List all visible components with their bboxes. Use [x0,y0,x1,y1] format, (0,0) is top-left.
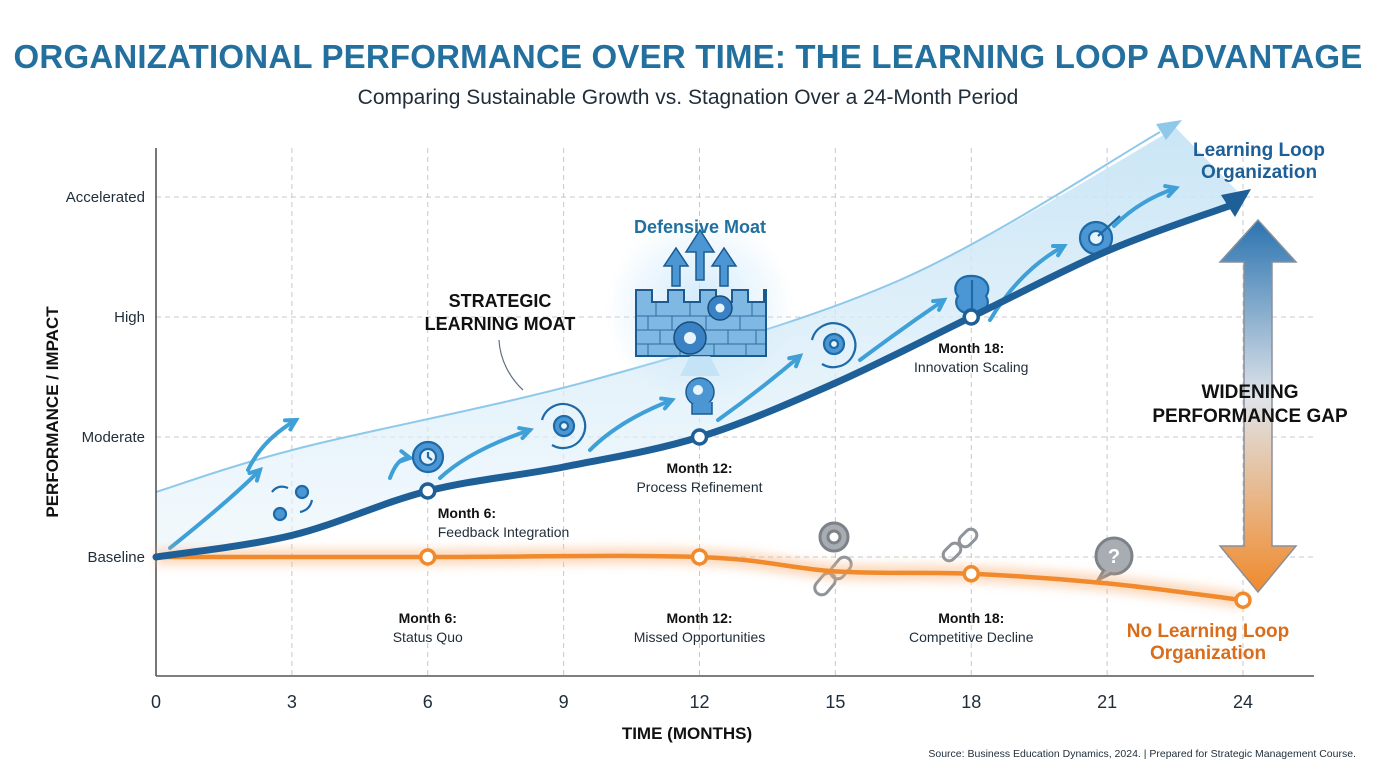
process-icons [271,215,1121,522]
data-point-marker [419,548,437,566]
step-arrow [1112,186,1178,228]
data-point-marker [962,565,980,583]
marker-label: Month 12: [666,610,732,626]
moat-label-line-1: STRATEGIC [449,291,552,311]
marker-sublabel: Competitive Decline [909,629,1034,645]
moat-label-line-2: LEARNING MOAT [425,314,576,334]
moat-label-leader [498,339,524,391]
no-learning-end-label-1: No Learning Loop [1127,621,1290,642]
x-tick-label: 6 [423,692,433,712]
x-tick-label: 24 [1233,692,1253,712]
learning-step-arrows [168,184,1180,550]
learning-line-arrow-head [1221,189,1251,217]
x-tick-label: 3 [287,692,297,712]
step-arrow-head [1051,243,1068,258]
y-axis-title: PERFORMANCE / IMPACT [43,306,62,518]
marker-label: Month 6: [438,505,496,521]
step-arrow [246,418,298,472]
marker-sublabel: Process Refinement [636,479,762,495]
marker-label: Month 18: [938,610,1004,626]
step-arrow-head [283,417,300,432]
marker-sublabel: Feedback Integration [438,524,570,540]
x-axis-title: TIME (MONTHS) [622,724,752,743]
cycle-gear-icon [540,402,587,450]
no-learning-end-label-2: Organization [1150,643,1266,664]
defensive-moat-label: Defensive Moat [634,217,766,237]
step-arrow-head [659,396,676,411]
gap-arrow [1218,218,1298,594]
marker-sublabel: Status Quo [393,629,463,645]
step-arrow-head [397,449,415,464]
x-tick-label: 0 [151,692,161,712]
refresh-gear-icon [810,322,857,369]
broken-link-icon [941,527,979,563]
target-gear-icon [1078,215,1121,256]
decline-icons: ? [813,521,1134,597]
x-tick-label: 12 [689,692,709,712]
data-point-marker [419,482,437,500]
markers [419,308,1252,609]
y-tick-label: High [114,309,145,326]
step-arrow [588,398,674,452]
step-arrow [438,428,532,480]
learning-moat-band-edge [155,131,1161,493]
moat-label: STRATEGIC LEARNING MOAT [425,291,576,391]
data-point-marker [690,428,709,446]
band-arrow-head [1156,120,1182,140]
question-bubble-icon: ? [1094,536,1134,584]
chart-subtitle: Comparing Sustainable Growth vs. Stagnat… [357,86,1019,109]
marker-label: Month 18: [938,340,1004,356]
y-tick-label: Moderate [82,429,145,446]
marker-sublabel: Innovation Scaling [914,359,1028,375]
x-tick-label: 15 [825,692,845,712]
no-learning-line [153,553,1246,603]
learning-end-label-1: Learning Loop [1193,140,1325,161]
step-arrow [168,468,262,550]
step-arrow [988,244,1066,322]
gap-label-line-2: PERFORMANCE GAP [1152,406,1348,427]
broken-gear-icon [818,521,850,553]
data-point-marker [1234,591,1252,609]
x-tick-label: 18 [961,692,981,712]
x-ticks: 0 3 6 9 12 15 18 21 24 [151,692,1253,712]
step-arrow-head [931,297,948,312]
clock-gear-icon [411,440,445,474]
marker-label: Month 6: [399,610,457,626]
marker-sublabel: Missed Opportunities [634,629,766,645]
source-note: Source: Business Education Dynamics, 202… [928,748,1356,760]
x-tick-label: 9 [559,692,569,712]
step-arrow [716,354,802,422]
x-tick-label: 21 [1097,692,1117,712]
data-point-marker [690,548,709,566]
step-arrow [858,298,946,362]
y-tick-label: Accelerated [66,189,145,206]
gears-icon [271,484,314,522]
step-arrow-head [1163,184,1180,199]
marker-labels: Month 6: Feedback Integration Month 12: Pro… [393,340,1034,645]
step-arrow-head [517,426,534,441]
step-arrow-head [247,467,263,483]
chart-title: ORGANIZATIONAL PERFORMANCE OVER TIME: TH… [13,38,1363,75]
data-point-marker [962,308,980,326]
learning-end-label-2: Organization [1201,162,1317,183]
step-arrow-head [787,353,804,369]
y-tick-label: Baseline [87,549,145,566]
gap-label-line-1: WIDENING [1201,382,1298,403]
castle-icon [635,228,767,415]
y-ticks: Baseline Moderate High Accelerated [66,189,145,566]
svg-text:?: ? [1108,546,1120,568]
marker-label: Month 12: [666,460,732,476]
